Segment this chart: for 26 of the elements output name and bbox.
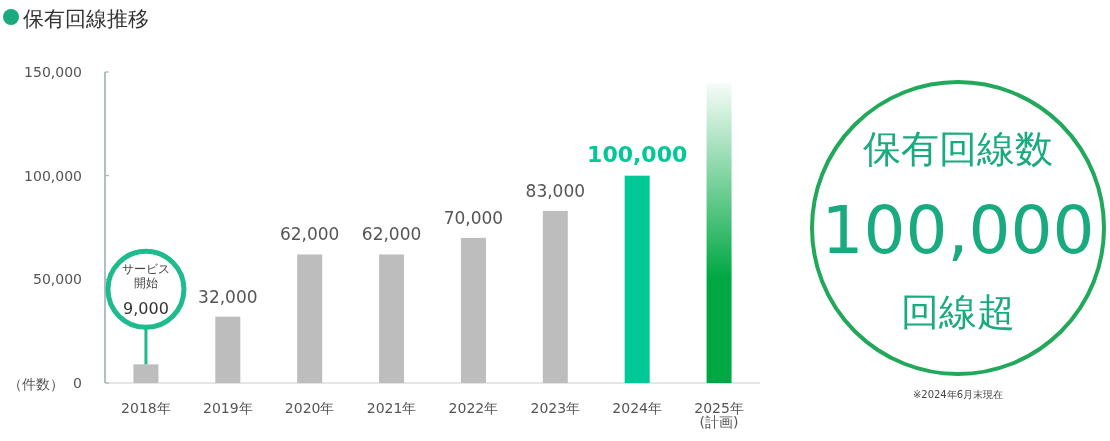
annotation: サービス開始 (121, 262, 170, 291)
y-tick-label: 100,000 (24, 167, 82, 184)
chart-title: 保有回線推移 (23, 7, 149, 31)
y-tick-label: 50,000 (33, 271, 82, 288)
y-tick-label: 0 (73, 375, 82, 391)
text: ※2024年6月末現在 (912, 389, 1004, 400)
x-tick-label: 2022年 (448, 400, 499, 416)
x-tick-label: 2018年 (121, 400, 171, 416)
x-tick-label: 2021年 (366, 400, 417, 416)
data-label: 62,000 (361, 224, 422, 245)
x-tick-label: 2023年 (530, 400, 581, 416)
x-tick-label: 2024年 (612, 400, 663, 416)
data-label: 83,000 (525, 180, 586, 201)
data-label: 9,000 (123, 299, 169, 319)
y-axis-title: （件数） (8, 376, 64, 392)
x-tick-label: 2020年 (284, 400, 335, 416)
x-tick-label: 2025年 (計画) (694, 400, 744, 430)
y-tick-label: 150,000 (24, 64, 82, 80)
text: 保有回線数 (863, 127, 1053, 171)
text: 回線超 (901, 290, 1015, 334)
text: 100,000 (821, 192, 1095, 269)
data-label: 100,000 (587, 141, 688, 167)
data-label: 70,000 (443, 207, 504, 228)
data-label: 62,000 (279, 224, 340, 245)
data-label: 32,000 (198, 286, 258, 307)
x-tick-label: 2019年 (202, 400, 253, 416)
